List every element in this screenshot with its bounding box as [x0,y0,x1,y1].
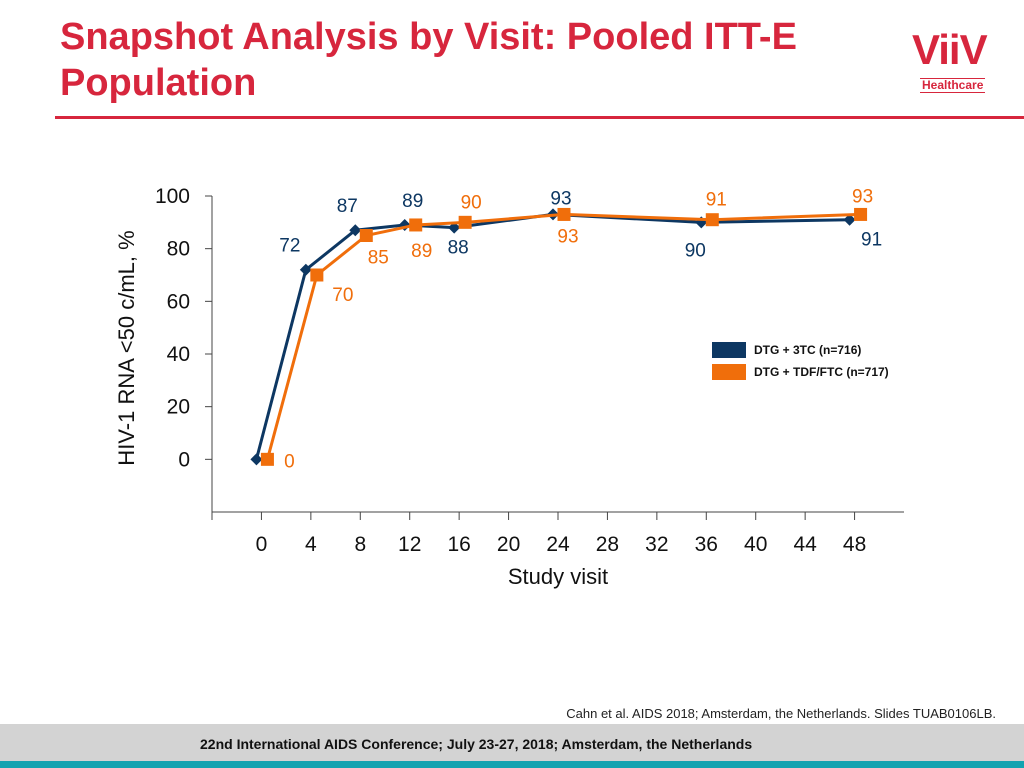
x-tick-label: 28 [596,533,619,556]
x-tick-label: 32 [645,533,668,556]
legend-label: DTG + TDF/FTC (n=717) [754,365,889,379]
conference-footer: 22nd International AIDS Conference; July… [200,736,753,752]
footer-bar [0,724,1024,761]
x-tick-label: 44 [793,533,817,556]
logo-subtext: Healthcare [920,78,986,93]
data-point-square [854,207,868,221]
data-point-square [557,207,571,221]
y-tick-label: 60 [167,290,190,313]
y-axis-title: HIV-1 RNA <50 c/mL, % [114,230,139,465]
x-tick-label: 12 [398,533,421,556]
data-label: 90 [685,240,706,261]
data-label: 93 [550,188,571,209]
series-line-0 [254,212,850,460]
x-tick-label: 20 [497,533,520,556]
data-point-square [310,268,324,282]
data-point-diamond [250,453,263,466]
data-point-square [359,229,373,242]
viiv-logo: ViiV Healthcare [912,26,1002,96]
data-label: 85 [368,248,389,269]
x-tick-label: 8 [354,533,366,556]
data-label: 90 [461,192,482,213]
y-tick-label: 40 [167,343,190,366]
citation: Cahn et al. AIDS 2018; Amsterdam, the Ne… [566,706,996,721]
data-label: 70 [332,285,353,306]
data-label: 93 [852,186,873,207]
data-point-square [705,213,719,227]
data-point-square [260,452,274,466]
data-label: 93 [557,226,578,247]
data-point-diamond [448,221,461,234]
x-axis-title: Study visit [508,564,608,589]
legend-swatch [712,342,746,358]
y-tick-label: 80 [167,238,190,261]
y-tick-label: 20 [167,396,190,419]
footer-stripe [0,761,1024,768]
x-tick-label: 0 [256,533,268,556]
data-label: 89 [402,191,423,212]
data-label: 91 [706,190,727,211]
y-tick-label: 0 [178,448,190,471]
x-tick-label: 36 [695,533,718,556]
x-tick-label: 16 [447,533,470,556]
data-label: 87 [337,196,358,217]
legend-swatch [712,364,746,380]
data-label: 72 [279,236,300,257]
title-divider [55,116,1024,119]
data-label: 88 [448,238,469,259]
data-label: 89 [411,241,432,262]
data-point-square [458,215,472,229]
data-point-diamond [349,224,362,237]
data-point-diamond [843,213,856,226]
slide-title: Snapshot Analysis by Visit: Pooled ITT-E… [60,16,797,104]
y-tick-label: 100 [155,185,190,208]
x-tick-label: 4 [305,533,317,556]
x-tick-label: 24 [546,533,570,556]
x-tick-label: 48 [843,533,866,556]
chart-series: 72 87 89 88 93 90 91 0 70 85 89 90 93 91 93 [250,186,882,472]
data-point-square [409,218,423,232]
logo-wordmark: ViiV [912,26,988,73]
data-label: 0 [284,451,295,472]
series-line-1 [265,212,861,460]
data-label: 91 [861,230,882,251]
x-tick-label: 40 [744,533,767,556]
data-point-diamond [299,263,312,276]
legend-label: DTG + 3TC (n=716) [754,343,861,357]
chart-legend: DTG + 3TC (n=716) DTG + TDF/FTC (n=717) [712,342,889,380]
